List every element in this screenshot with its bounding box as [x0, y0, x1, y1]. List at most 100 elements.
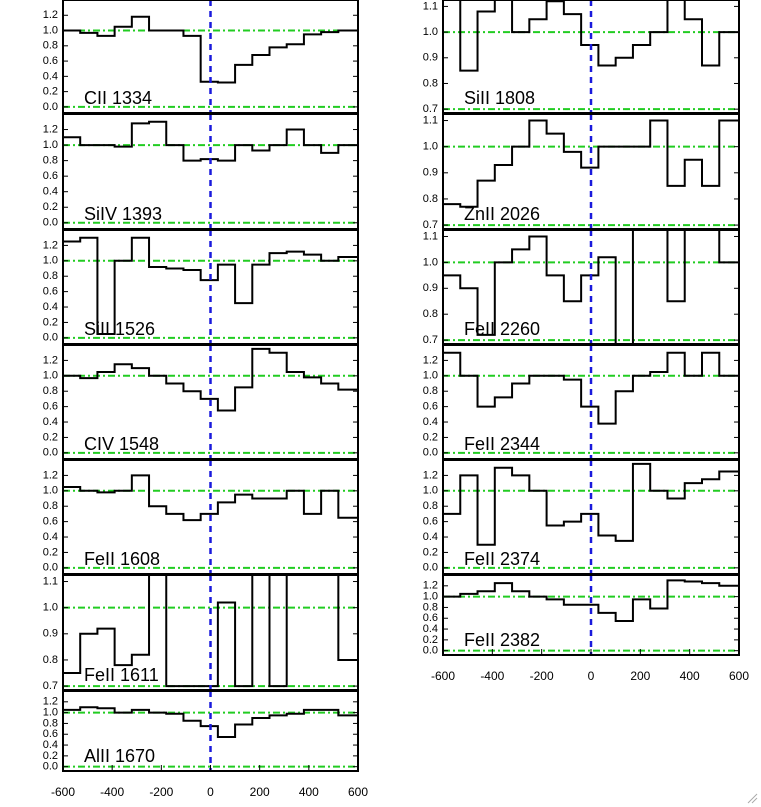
x-tick-label: 600 [348, 785, 368, 799]
y-tick-label: 1.0 [423, 370, 438, 382]
y-tick-label: 0.6 [43, 516, 58, 528]
y-tick-label: 0.0 [423, 562, 438, 574]
panel-label: FeII 2382 [464, 630, 540, 650]
y-tick-label: 0.2 [43, 546, 58, 558]
y-tick-label: 0.7 [43, 680, 58, 692]
spectrum-line [63, 236, 358, 335]
y-tick-label: 1.0 [423, 591, 438, 603]
x-tick-label: 200 [250, 785, 270, 799]
y-tick-label: 1.0 [43, 707, 58, 719]
y-tick-label: 0.7 [423, 334, 438, 346]
y-tick-label: 1.2 [43, 696, 58, 708]
y-tick-label: 0.6 [43, 728, 58, 740]
y-tick-label: 0.0 [43, 332, 58, 344]
y-tick-label: 0.4 [43, 186, 58, 198]
y-tick-label: 1.0 [43, 602, 58, 614]
x-tick-label: -400 [480, 669, 504, 683]
y-tick-label: 1.0 [43, 139, 58, 151]
spectrum-line [63, 347, 358, 412]
panel [443, 119, 739, 227]
y-tick-label: 0.4 [43, 739, 58, 751]
y-tick-label: 0.0 [43, 217, 58, 229]
y-tick-label: 1.2 [423, 580, 438, 592]
y-tick-label: 0.8 [43, 155, 58, 167]
y-tick-label: 0.8 [423, 193, 438, 205]
y-tick-label: 1.1 [423, 0, 438, 12]
y-tick-label: 0.8 [43, 270, 58, 282]
y-tick-label: 1.0 [43, 24, 58, 36]
x-tick-label: -600 [431, 669, 455, 683]
y-tick-label: 0.8 [423, 77, 438, 89]
panel [63, 15, 358, 108]
y-tick-label: 1.0 [423, 26, 438, 38]
spectrum-line [443, 119, 739, 208]
x-tick-label: -200 [530, 669, 554, 683]
x-tick-label: -600 [51, 785, 75, 799]
panel [443, 230, 739, 344]
x-tick-label: -400 [100, 785, 124, 799]
panel-label: FeII 1608 [84, 549, 160, 569]
y-tick-label: 1.0 [43, 255, 58, 267]
spectrum-line [443, 462, 739, 546]
y-tick-label: 0.4 [43, 301, 58, 313]
x-tick-label: 600 [729, 669, 749, 683]
y-tick-label: 0.8 [423, 500, 438, 512]
y-tick-label: 0.9 [423, 167, 438, 179]
x-tick-label: 400 [680, 669, 700, 683]
y-tick-label: 1.1 [423, 230, 438, 242]
y-tick-label: 0.9 [43, 628, 58, 640]
y-tick-label: 0.4 [43, 531, 58, 543]
y-tick-label: 0.0 [423, 645, 438, 657]
y-tick-label: 0.9 [423, 282, 438, 294]
y-tick-label: 0.8 [43, 385, 58, 397]
y-tick-label: 0.8 [423, 385, 438, 397]
y-tick-label: 0.9 [423, 52, 438, 64]
y-tick-label: 1.0 [423, 485, 438, 497]
y-tick-label: 1.1 [43, 575, 58, 587]
panel [63, 474, 358, 569]
y-tick-label: 1.2 [423, 469, 438, 481]
y-tick-label: 0.2 [43, 201, 58, 213]
spectrum-line [443, 351, 739, 425]
panel-label: FeII 2374 [464, 549, 540, 569]
x-tick-label: 400 [299, 785, 319, 799]
panel-label: ZnII 2026 [464, 204, 540, 224]
y-tick-label: 0.6 [43, 401, 58, 413]
panel-label: SiII 1808 [464, 88, 535, 108]
y-tick-label: 1.2 [43, 9, 58, 21]
spectrum-line [63, 706, 358, 738]
x-tick-label: 0 [588, 669, 595, 683]
y-tick-label: 0.6 [423, 401, 438, 413]
panel-label: SiII 1526 [84, 319, 155, 339]
panel-label: AlII 1670 [84, 746, 155, 766]
y-tick-label: 0.6 [43, 286, 58, 298]
y-tick-label: 0.2 [423, 546, 438, 558]
y-tick-label: 0.2 [43, 750, 58, 762]
y-tick-label: 0.4 [43, 70, 58, 82]
panel-label: FeII 1611 [84, 665, 159, 685]
spectrum-line [443, 230, 739, 344]
spectrum-line [63, 474, 358, 522]
panel [63, 120, 358, 224]
resize-grip [747, 793, 758, 804]
spectrum-line [63, 15, 358, 84]
panel-label: FeII 2260 [464, 319, 540, 339]
y-tick-label: 1.0 [43, 485, 58, 497]
y-tick-label: 0.0 [43, 447, 58, 459]
panel [63, 236, 358, 339]
y-tick-label: 1.2 [43, 123, 58, 135]
y-tick-label: 0.4 [423, 531, 438, 543]
y-tick-label: 0.4 [423, 416, 438, 428]
y-tick-label: 1.2 [43, 354, 58, 366]
y-tick-label: 0.0 [423, 447, 438, 459]
panel-label: CII 1334 [84, 88, 152, 108]
y-tick-label: 1.2 [423, 354, 438, 366]
y-tick-label: 0.7 [423, 219, 438, 231]
y-tick-label: 0.0 [43, 761, 58, 773]
spectrum-line [63, 120, 358, 162]
x-tick-label: 0 [207, 785, 214, 799]
y-tick-label: 0.2 [43, 86, 58, 98]
y-tick-label: 0.8 [43, 717, 58, 729]
y-tick-label: 0.8 [43, 654, 58, 666]
